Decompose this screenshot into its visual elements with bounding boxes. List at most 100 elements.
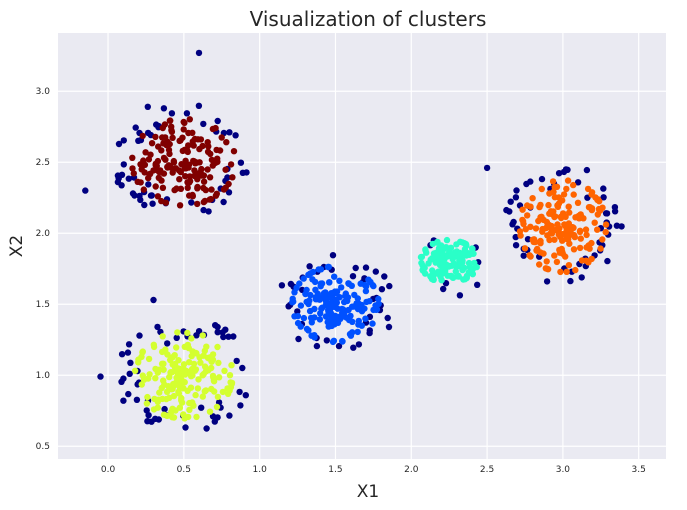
cluster-maroon-point (175, 167, 183, 174)
cluster-blue-point (336, 294, 343, 301)
cluster-yellow-point (214, 343, 221, 351)
cluster-orange-point (546, 210, 553, 217)
cluster-maroon-point (212, 192, 220, 199)
cluster-blue-point (324, 263, 332, 271)
noise-point (366, 329, 373, 337)
cluster-yellow-point (160, 366, 167, 373)
cluster-maroon-point (205, 143, 212, 150)
cluster-orange-point (591, 219, 598, 226)
noise-point (352, 264, 359, 272)
noise-point (602, 210, 610, 217)
cluster-yellow-point (139, 348, 146, 355)
cluster-yellow-point (193, 350, 200, 357)
cluster-orange-point (562, 222, 569, 230)
cluster-maroon-point (176, 137, 183, 145)
cluster-yellow-point (176, 384, 184, 391)
noise-point (160, 105, 168, 112)
noise-point (386, 282, 393, 290)
cluster-yellow-point (210, 378, 218, 385)
cluster-blue-point (319, 304, 326, 311)
noise-point (161, 405, 168, 413)
noise-point (220, 198, 227, 206)
noise-point (164, 340, 171, 347)
cluster-blue-point (321, 292, 328, 300)
noise-point (195, 102, 203, 110)
cluster-maroon-point (184, 184, 191, 191)
cluster-teal-point (422, 246, 429, 253)
cluster-yellow-point (164, 351, 171, 358)
noise-point (183, 110, 191, 117)
cluster-orange-point (566, 240, 573, 247)
cluster-yellow-point (227, 384, 235, 391)
noise-point (456, 292, 464, 299)
cluster-maroon-point (189, 129, 196, 136)
noise-point (225, 333, 232, 340)
noise-point (313, 342, 321, 350)
cluster-orange-point (537, 201, 544, 209)
noise-point (214, 329, 221, 336)
noise-point (239, 169, 246, 176)
cluster-maroon-point (148, 140, 156, 147)
cluster-orange-point (544, 266, 552, 273)
cluster-yellow-point (199, 332, 206, 339)
cluster-orange-point (553, 258, 561, 266)
noise-point (237, 159, 245, 166)
cluster-blue-point (347, 312, 354, 320)
cluster-maroon-point (138, 166, 145, 173)
cluster-yellow-point (131, 367, 139, 374)
noise-point (120, 161, 128, 168)
noise-point (144, 103, 151, 111)
cluster-teal-point (429, 267, 436, 274)
cluster-yellow-point (167, 369, 175, 376)
cluster-yellow-point (170, 392, 178, 400)
cluster-teal-point (429, 255, 436, 262)
noise-point (564, 166, 571, 173)
noise-point (148, 418, 155, 425)
noise-point (120, 137, 128, 144)
cluster-blue-point (354, 295, 361, 302)
cluster-orange-point (544, 222, 551, 230)
cluster-blue-point (331, 273, 338, 280)
cluster-maroon-point (193, 159, 200, 166)
cluster-blue-point (334, 319, 342, 326)
cluster-orange-point (562, 213, 569, 220)
noise-point (136, 332, 143, 339)
cluster-maroon-point (223, 139, 230, 146)
cluster-blue-point (357, 280, 364, 287)
noise-point (233, 357, 240, 365)
cluster-blue-point (375, 295, 382, 303)
cluster-orange-point (583, 231, 590, 239)
noise-point (124, 349, 132, 356)
noise-point (524, 236, 532, 243)
noise-point (350, 344, 357, 351)
cluster-maroon-point (209, 162, 216, 169)
noise-point (306, 263, 313, 270)
noise-point (200, 206, 207, 214)
cluster-yellow-point (159, 333, 166, 340)
cluster-blue-point (316, 316, 324, 323)
cluster-orange-point (594, 211, 601, 218)
cluster-blue-point (317, 283, 324, 290)
noise-point (182, 424, 189, 431)
cluster-maroon-point (214, 158, 221, 165)
cluster-blue-point (355, 317, 362, 325)
cluster-blue-point (346, 330, 354, 338)
cluster-blue-point (311, 332, 318, 339)
noise-point (214, 117, 221, 125)
cluster-orange-point (544, 232, 551, 239)
cluster-yellow-point (188, 335, 195, 342)
noise-point (506, 208, 513, 215)
cluster-maroon-point (191, 167, 198, 174)
cluster-blue-point (338, 284, 345, 291)
cluster-teal-point (457, 238, 464, 245)
cluster-yellow-point (227, 379, 234, 386)
cluster-orange-point (577, 235, 584, 242)
noise-point (523, 180, 530, 188)
cluster-orange-point (582, 226, 590, 233)
noise-point (129, 190, 137, 197)
cluster-blue-point (289, 295, 296, 302)
noise-point (150, 296, 157, 304)
cluster-blue-point (291, 289, 298, 296)
data-points (82, 49, 625, 432)
cluster-orange-point (524, 212, 531, 219)
